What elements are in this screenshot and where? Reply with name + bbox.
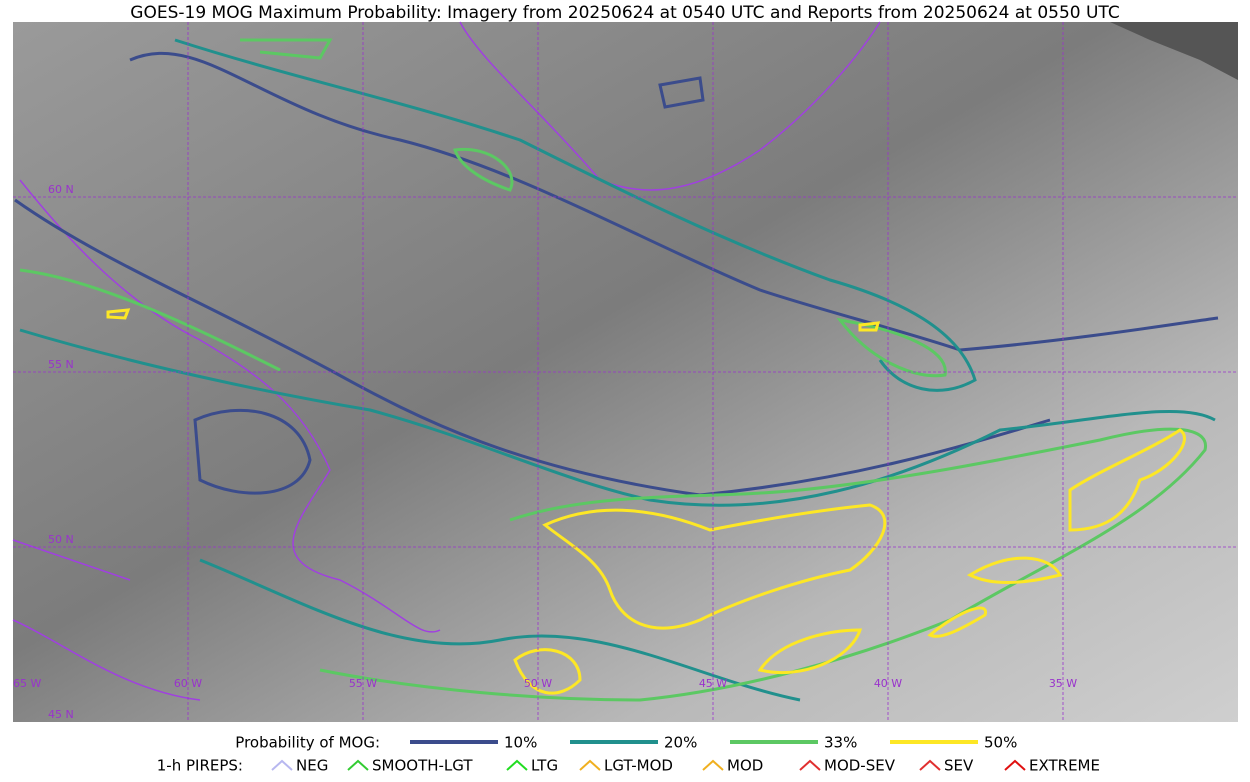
lat-label: 50 N [48, 533, 74, 546]
lon-label: 35 W [1049, 677, 1077, 690]
contour-50 [757, 628, 863, 675]
contour-33 [836, 317, 947, 378]
contour-33 [19, 268, 281, 372]
legend-text: NEG [296, 757, 328, 775]
pirep-symbol [702, 759, 724, 771]
contour-10 [658, 76, 705, 109]
legend-label: Probability of MOG: [235, 734, 380, 752]
contour-33 [240, 38, 333, 60]
contour-33 [453, 147, 514, 192]
lat-label: 45 N [48, 708, 74, 721]
lat-label: 55 N [48, 358, 74, 371]
contour-50 [927, 556, 1063, 638]
legend-text: LTG [531, 757, 558, 775]
legend: Probability of MOG: 10% 20% 33% 50% 1-h PIREP… [157, 734, 1100, 775]
coastline [12, 539, 201, 701]
graticule: 60 N 55 N 50 N 45 N 65 W 60 W 55 W 50 W 45 W 40 W… [13, 22, 1238, 722]
pirep-symbol [271, 759, 293, 771]
contour-10 [193, 408, 312, 495]
pirep-symbol [1004, 759, 1026, 771]
title: GOES-19 MOG Maximum Probability: Imagery… [130, 3, 1119, 23]
lon-label: 55 W [349, 677, 377, 690]
contour-20 [199, 558, 801, 702]
pirep-symbol [347, 759, 369, 771]
contour-33 [319, 427, 1208, 702]
coastline [19, 179, 441, 633]
pirep-symbol [799, 759, 821, 771]
contour-50 [106, 308, 881, 695]
legend-text: 10% [504, 734, 537, 752]
legend-text: MOD [727, 757, 763, 775]
pirep-symbol [579, 759, 601, 771]
lon-label: 65 W [13, 677, 41, 690]
pirep-symbol [506, 759, 528, 771]
legend-text: SMOOTH-LGT [372, 757, 473, 775]
contour-10 [14, 198, 1051, 497]
contour-50 [542, 503, 887, 630]
lon-label: 40 W [874, 677, 902, 690]
pirep-symbol [919, 759, 941, 771]
legend-text: EXTREME [1029, 757, 1100, 775]
legend-text: SEV [944, 757, 974, 775]
legend-text: MOD-SEV [824, 757, 896, 775]
coastline [459, 21, 881, 191]
legend-text: 33% [824, 734, 857, 752]
contour-20 [174, 38, 977, 392]
legend-text: LGT-MOD [604, 757, 673, 775]
legend-label: 1-h PIREPS: [157, 757, 243, 775]
lon-label: 50 W [524, 677, 552, 690]
legend-text: 20% [664, 734, 697, 752]
contour-50 [1068, 428, 1186, 532]
lat-label: 60 N [48, 183, 74, 196]
lon-label: 60 W [174, 677, 202, 690]
lon-label: 45 W [699, 677, 727, 690]
legend-text: 50% [984, 734, 1017, 752]
map: 60 N 55 N 50 N 45 N 65 W 60 W 55 W 50 W 45 W 40 W… [12, 21, 1238, 722]
no-data [1110, 22, 1238, 80]
contour-20 [19, 328, 1216, 507]
